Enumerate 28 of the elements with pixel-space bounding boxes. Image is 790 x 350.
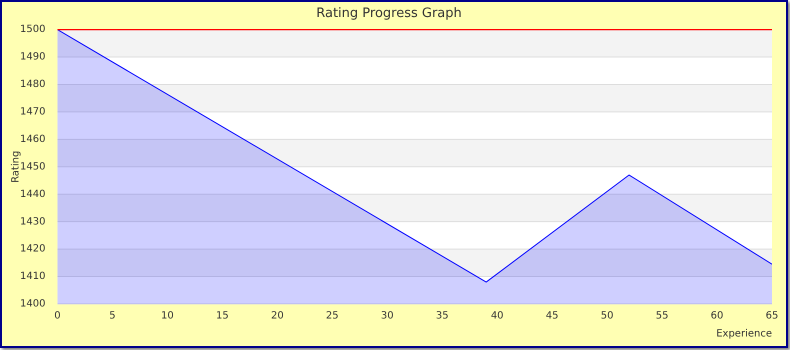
y-tick-label: 1430 <box>20 216 46 228</box>
y-tick-label: 1470 <box>20 106 46 118</box>
x-tick-label: 15 <box>216 310 229 322</box>
x-tick-label: 25 <box>326 310 339 322</box>
y-tick-label: 1490 <box>20 52 46 63</box>
y-tick-label: 1400 <box>20 298 46 310</box>
y-tick-label: 1410 <box>20 271 46 282</box>
x-tick-label: 45 <box>546 310 559 322</box>
x-tick-label: 30 <box>380 310 394 322</box>
x-tick-label: 50 <box>600 310 614 322</box>
y-axis-title: Rating <box>10 150 22 183</box>
x-tick-label: 65 <box>766 310 778 322</box>
y-tick-label: 1450 <box>20 161 46 172</box>
x-axis-title: Experience <box>716 328 772 340</box>
y-tick-label: 1460 <box>20 134 46 145</box>
x-tick-label: 10 <box>161 310 174 322</box>
y-tick-label: 1420 <box>20 244 46 255</box>
y-tick-label: 1440 <box>20 188 46 200</box>
x-tick-label: 35 <box>436 310 449 322</box>
y-tick-label: 1480 <box>20 79 46 90</box>
x-tick-label: 60 <box>710 310 724 322</box>
x-tick-label: 40 <box>490 310 504 322</box>
x-tick-label: 0 <box>54 310 61 322</box>
x-tick-label: 5 <box>109 310 116 322</box>
x-tick-label: 55 <box>656 310 668 322</box>
y-tick-label: 1500 <box>20 24 46 36</box>
x-tick-label: 20 <box>270 310 284 322</box>
chart-title: Rating Progress Graph <box>316 6 462 22</box>
